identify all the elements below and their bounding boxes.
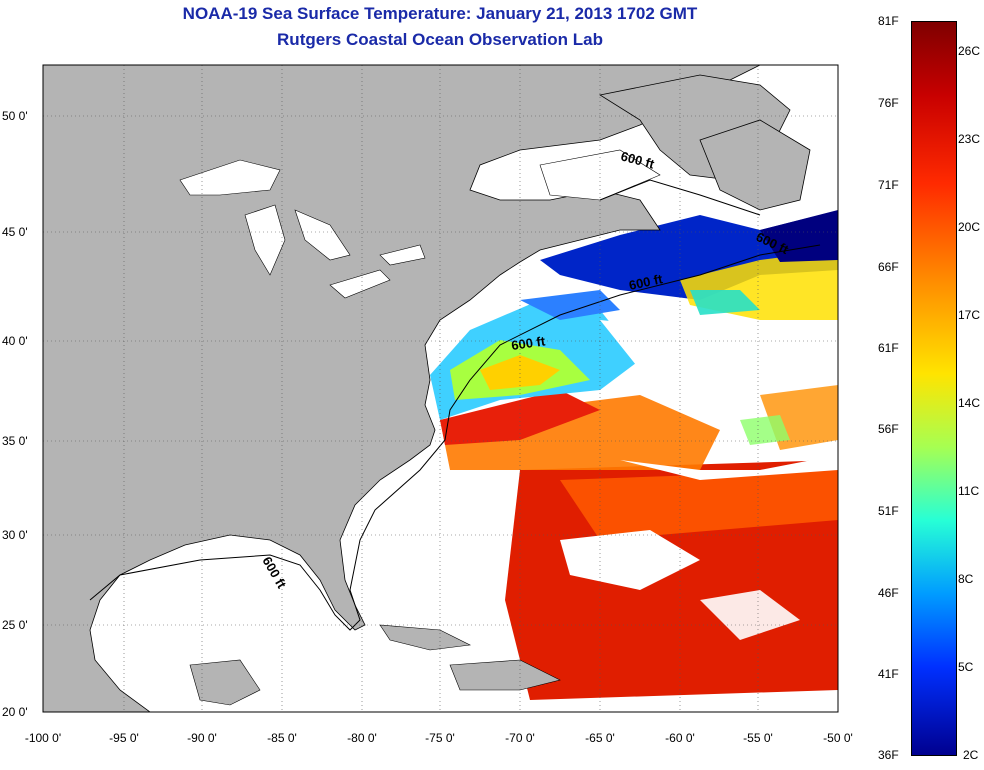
- colorbar-f-label: 41F: [878, 667, 899, 681]
- colorbar-f-label: 66F: [878, 260, 899, 274]
- longitude-axis: -100 0' -95 0' -90 0' -85 0' -80 0' -75 …: [25, 731, 853, 745]
- lon-tick-label: -90 0': [187, 731, 217, 745]
- lon-tick-label: -65 0': [585, 731, 615, 745]
- lat-tick-label: 50 0': [2, 109, 28, 123]
- colorbar-f-label: 51F: [878, 504, 899, 518]
- lat-tick-label: 20 0': [2, 705, 28, 719]
- map-title: NOAA-19 Sea Surface Temperature: January…: [182, 4, 698, 23]
- lon-tick-label: -75 0': [425, 731, 455, 745]
- land-mass: [43, 65, 811, 712]
- colorbar-c-label: 14C: [958, 396, 981, 410]
- colorbar-c-label: 20C: [958, 220, 981, 234]
- colorbar-c-label: 23C: [958, 132, 981, 146]
- lat-tick-label: 40 0': [2, 334, 28, 348]
- colorbar-f-label: 36F: [878, 748, 899, 762]
- lon-tick-label: -55 0': [743, 731, 773, 745]
- colorbar-c-label: 8C: [958, 572, 974, 586]
- map-subtitle: Rutgers Coastal Ocean Observation Lab: [277, 30, 603, 49]
- colorbar-c-label: 26C: [958, 44, 981, 58]
- colorbar-f-label: 56F: [878, 422, 899, 436]
- cloud-mask: [560, 320, 838, 640]
- colorbar-f-label: 81F: [878, 14, 899, 28]
- colorbar-c-label: 5C: [958, 660, 974, 674]
- colorbar-c-label: 2C: [963, 748, 979, 762]
- contour-label: 600 ft: [510, 333, 546, 353]
- lon-tick-label: -80 0': [347, 731, 377, 745]
- graticule: [43, 65, 838, 712]
- lon-tick-label: -100 0': [25, 731, 61, 745]
- lon-tick-label: -70 0': [505, 731, 535, 745]
- colorbar-c-label: 11C: [958, 484, 980, 498]
- map-frame: [42, 64, 839, 713]
- lat-tick-label: 30 0': [2, 528, 28, 542]
- colorbar-f-label: 76F: [878, 96, 899, 110]
- depth-contour-600ft: [89, 244, 821, 631]
- colorbar-f-label: 46F: [878, 586, 899, 600]
- lon-tick-label: -95 0': [109, 731, 139, 745]
- colorbar-c-label: 17C: [958, 308, 981, 322]
- colorbar-f-label: 61F: [878, 341, 899, 355]
- depth-contour-northeast: [599, 179, 761, 216]
- lon-tick-label: -60 0': [665, 731, 695, 745]
- lat-tick-label: 25 0': [2, 618, 28, 632]
- colorbar-f-label: 71F: [878, 178, 899, 192]
- latitude-axis: 50 0' 45 0' 40 0' 35 0' 30 0' 25 0' 20 0…: [2, 109, 28, 719]
- lon-tick-label: -50 0': [823, 731, 853, 745]
- sst-swath: [430, 210, 838, 700]
- temperature-colorbar: [911, 21, 957, 756]
- contour-label: 600 ft: [628, 271, 665, 293]
- lat-tick-label: 45 0': [2, 225, 28, 239]
- lon-tick-label: -85 0': [267, 731, 297, 745]
- lat-tick-label: 35 0': [2, 434, 28, 448]
